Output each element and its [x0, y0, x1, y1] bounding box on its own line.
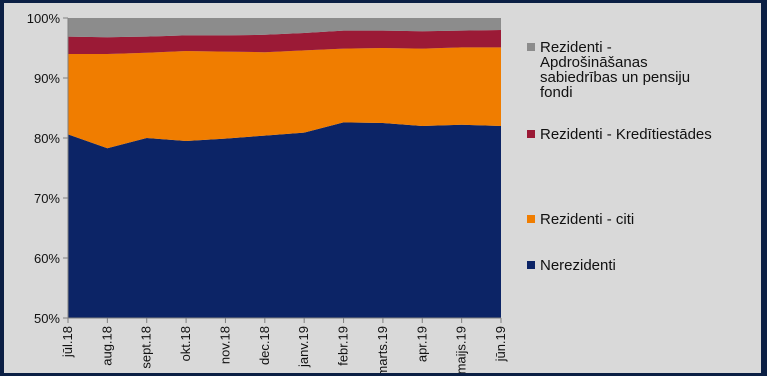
x-tick-label: janv.19: [296, 326, 311, 368]
y-tick-label: 60%: [34, 251, 60, 266]
legend-label: sabiedrības un pensiju: [540, 69, 690, 86]
area-series-3: [68, 18, 501, 38]
chart-frame: 50% 60% 70% 80% 90% 100% jūl.18 aug.18 sept.18 ok…: [4, 3, 761, 373]
x-tick-label: apr.19: [414, 326, 429, 362]
legend-swatch: [527, 130, 535, 138]
x-tick-label: febr.19: [336, 326, 351, 366]
legend-swatch: [527, 261, 535, 269]
x-tick-label: marts.19: [375, 326, 390, 373]
x-tick-label: sept.18: [139, 326, 154, 369]
area-series-2: [68, 30, 501, 54]
y-tick-label: 90%: [34, 71, 60, 86]
legend-label: Rezidenti -: [540, 39, 612, 56]
legend-label: Rezidenti - Kredītiestādes: [540, 126, 712, 143]
legend-label: fondi: [540, 84, 573, 101]
y-tick-label: 80%: [34, 131, 60, 146]
stacked-area-chart: 50% 60% 70% 80% 90% 100% jūl.18 aug.18 sept.18 ok…: [27, 11, 712, 373]
y-tick-label: 100%: [27, 11, 61, 26]
area-series-1: [68, 47, 501, 149]
x-tick-label: nov.18: [217, 326, 232, 364]
x-tick-label: aug.18: [99, 326, 114, 366]
legend-swatch: [527, 43, 535, 51]
x-tick-label: maijs.19: [454, 326, 469, 373]
x-tick-label: jūn.19: [493, 326, 508, 362]
y-tick-label: 70%: [34, 191, 60, 206]
y-tick-label: 50%: [34, 311, 60, 326]
x-tick-label: dec.18: [257, 326, 272, 365]
legend-label: Nerezidenti: [540, 257, 616, 274]
legend-label: Rezidenti - citi: [540, 211, 634, 228]
legend-label: Apdrošināšanas: [540, 54, 648, 71]
area-series-0: [68, 122, 501, 319]
x-tick-label: jūl.18: [60, 326, 75, 358]
legend-swatch: [527, 215, 535, 223]
x-tick-label: okt.18: [178, 326, 193, 361]
